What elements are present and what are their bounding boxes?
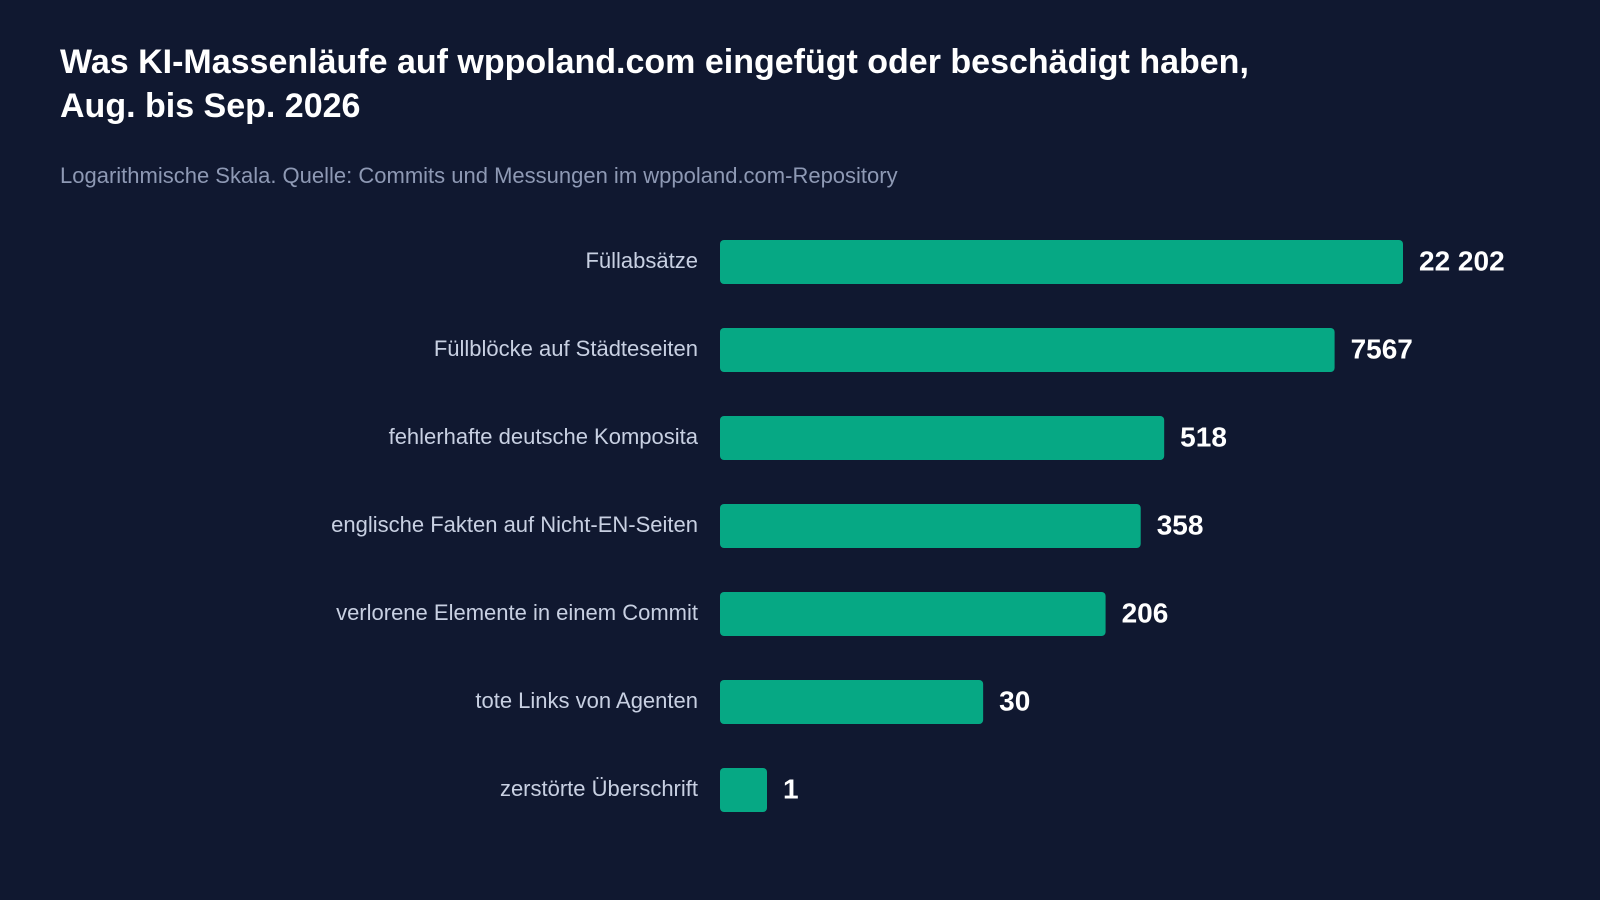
bar	[720, 504, 1141, 548]
chart-subtitle: Logarithmische Skala. Quelle: Commits un…	[60, 163, 898, 188]
value-label: 22 202	[1419, 245, 1505, 276]
category-label: fehlerhafte deutsche Komposita	[389, 424, 699, 449]
value-label: 358	[1157, 509, 1204, 540]
value-label: 1	[783, 773, 799, 804]
category-label: Füllblöcke auf Städteseiten	[434, 336, 698, 361]
category-label: verlorene Elemente in einem Commit	[336, 600, 698, 625]
category-label: zerstörte Überschrift	[500, 776, 698, 801]
value-label: 7567	[1351, 333, 1413, 364]
chart-title: Was KI-Massenläufe auf wppoland.com eing…	[60, 40, 1460, 128]
bar	[720, 416, 1165, 460]
value-label: 30	[999, 685, 1030, 716]
chart-title-line-1: Was KI-Massenläufe auf wppoland.com eing…	[60, 43, 1249, 81]
chart-title-line-2: Aug. bis Sep. 2026	[60, 87, 361, 125]
bar	[720, 768, 767, 812]
bar	[720, 592, 1106, 636]
category-label: Füllabsätze	[585, 248, 698, 273]
value-label: 518	[1180, 421, 1227, 452]
category-label: tote Links von Agenten	[475, 688, 698, 713]
bar	[720, 328, 1335, 372]
category-label: englische Fakten auf Nicht-EN-Seiten	[331, 512, 698, 537]
bar	[720, 680, 984, 724]
value-label: 206	[1122, 597, 1169, 628]
bar	[720, 240, 1403, 284]
